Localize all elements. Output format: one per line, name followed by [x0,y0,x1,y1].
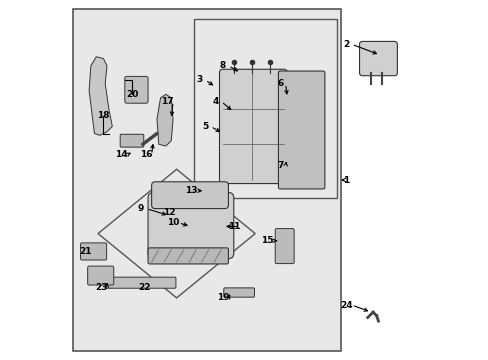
Text: 17: 17 [161,97,174,106]
Text: 20: 20 [125,90,138,99]
Text: 21: 21 [79,247,92,256]
Text: 8: 8 [220,61,226,70]
Text: 15: 15 [261,236,273,245]
Text: 19: 19 [216,293,229,302]
Text: 18: 18 [97,111,109,120]
Text: 22: 22 [138,283,150,292]
FancyBboxPatch shape [219,69,287,184]
Text: 7: 7 [277,161,283,170]
FancyBboxPatch shape [120,134,143,147]
Text: 24: 24 [339,301,352,310]
FancyBboxPatch shape [73,9,340,351]
FancyBboxPatch shape [151,182,228,208]
Text: 12: 12 [163,208,175,217]
FancyBboxPatch shape [81,243,106,260]
FancyBboxPatch shape [124,76,148,103]
Text: 5: 5 [202,122,208,131]
Text: 4: 4 [212,97,219,106]
Text: 13: 13 [184,186,197,195]
Polygon shape [98,169,255,298]
FancyBboxPatch shape [194,19,337,198]
FancyBboxPatch shape [148,248,228,264]
FancyBboxPatch shape [359,41,397,76]
FancyBboxPatch shape [106,277,176,288]
Text: 14: 14 [115,150,127,159]
Text: 16: 16 [140,150,152,159]
Text: 1: 1 [343,176,349,185]
Text: 9: 9 [138,204,144,213]
FancyBboxPatch shape [87,266,114,285]
FancyBboxPatch shape [275,229,294,264]
Polygon shape [157,94,173,146]
Polygon shape [89,57,112,135]
FancyBboxPatch shape [224,288,254,297]
FancyBboxPatch shape [148,193,233,258]
FancyBboxPatch shape [278,71,324,189]
Text: 6: 6 [277,79,283,88]
Text: 2: 2 [343,40,349,49]
Text: 10: 10 [166,219,179,228]
Text: 11: 11 [227,222,240,231]
Text: 3: 3 [196,76,203,85]
Text: 23: 23 [95,283,108,292]
